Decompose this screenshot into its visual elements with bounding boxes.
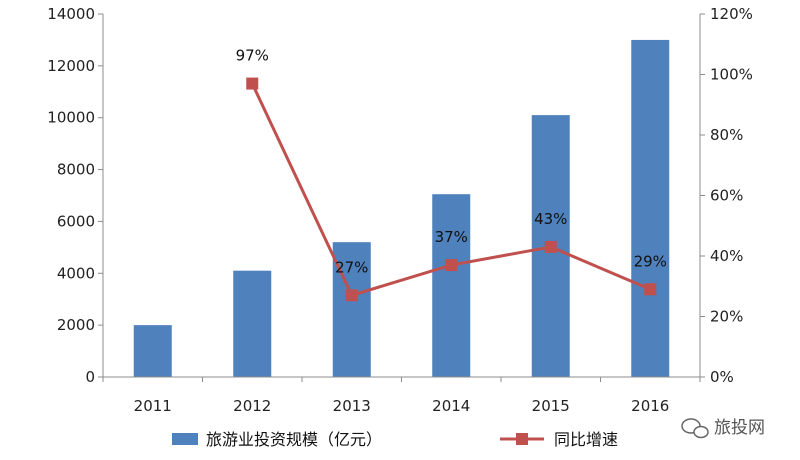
left-tick-label: 0 [85,368,95,386]
right-tick-label: 0% [710,368,734,386]
left-axis-ticks: 0 2000 4000 6000 8000 10000 12000 14000 [47,5,95,386]
bar [332,242,371,377]
line-marker [345,289,358,302]
right-tick-label: 100% [710,66,753,84]
legend: 旅游业投资规模（亿元） 同比增速 [172,430,618,449]
left-tick-label: 10000 [47,109,95,127]
watermark: 旅投网 [681,418,765,439]
axes [98,13,705,382]
right-tick-label: 80% [710,126,743,144]
right-tick-label: 20% [710,308,743,326]
data-label: 97% [236,47,269,65]
bar [233,270,272,377]
right-tick-label: 40% [710,247,743,265]
x-tick-label: 2013 [333,397,371,415]
watermark-text: 旅投网 [714,418,765,438]
x-tick-label: 2016 [631,397,669,415]
line-marker [544,240,557,253]
right-axis-ticks: 0% 20% 40% 60% 80% 100% 120% [710,5,753,386]
line-marker [445,259,458,272]
bar [133,325,172,377]
x-tick-label: 2015 [532,397,570,415]
line-marker [644,283,657,296]
legend-bar-swatch [172,433,198,445]
data-label: 37% [435,228,468,246]
line-marker [246,77,259,90]
bar-series [133,39,670,378]
data-label: 29% [634,252,667,270]
bar [432,194,471,377]
left-tick-label: 14000 [47,5,95,23]
bar [631,39,670,378]
wechat-icon [681,418,709,439]
left-tick-label: 2000 [57,316,95,334]
x-tick-label: 2012 [233,397,271,415]
right-tick-label: 120% [710,5,753,23]
legend-bar-label: 旅游业投资规模（亿元） [206,430,382,449]
left-tick-label: 12000 [47,57,95,75]
data-label: 43% [534,210,567,228]
line-series: 97% 27% 37% 43% 29% [236,47,667,302]
x-axis-ticks: 2011 2012 2013 2014 2015 2016 [134,397,670,415]
legend-line-marker [516,433,528,445]
right-tick-label: 60% [710,187,743,205]
x-tick-label: 2014 [432,397,470,415]
left-tick-label: 6000 [57,212,95,230]
left-tick-label: 8000 [57,161,95,179]
legend-line-label: 同比增速 [554,430,618,449]
left-tick-label: 4000 [57,264,95,282]
x-tick-label: 2011 [134,397,172,415]
data-label: 27% [335,258,368,276]
